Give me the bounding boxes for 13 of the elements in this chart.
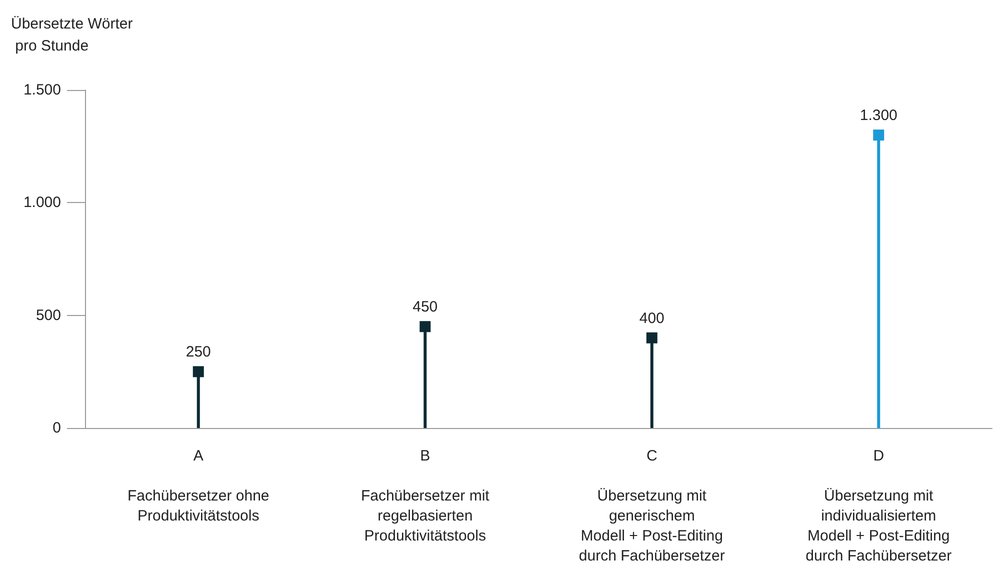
y-axis-title: Übersetzte Wörter pro Stunde xyxy=(11,16,133,54)
category-label: A Fachübersetzer ohne Produktivitätstools xyxy=(127,448,270,524)
category-label: C Übersetzung mit generischem Modell + Post-Editing durch Fachübersetzer xyxy=(578,448,725,564)
y-tick-label: 0 xyxy=(52,420,61,436)
data-label: 400 xyxy=(639,310,664,327)
data-label: 450 xyxy=(412,298,438,316)
data-label: 1.300 xyxy=(860,107,898,124)
category-label: B Fachübersetzer mit regelbasierten Produktivitätstools xyxy=(360,448,490,544)
y-tick-label: 1.500 xyxy=(23,82,61,98)
category-label: D Übersetzung mit individualisiertem Modell + Post-Editing durch Fachübersetzer xyxy=(806,448,952,564)
data-label: 250 xyxy=(186,344,211,361)
y-tick-label: 1.000 xyxy=(23,194,61,212)
y-tick-label: 500 xyxy=(36,306,61,324)
